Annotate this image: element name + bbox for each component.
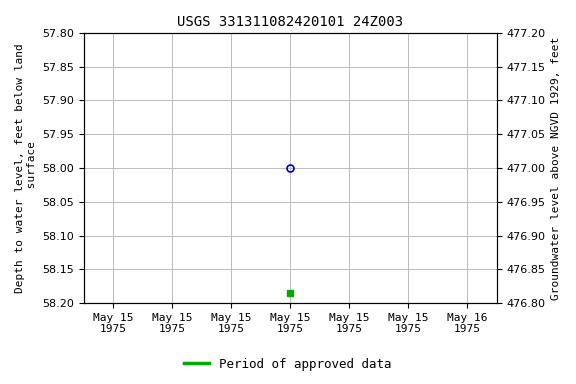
Legend: Period of approved data: Period of approved data <box>179 353 397 376</box>
Y-axis label: Groundwater level above NGVD 1929, feet: Groundwater level above NGVD 1929, feet <box>551 36 561 300</box>
Y-axis label: Depth to water level, feet below land
 surface: Depth to water level, feet below land su… <box>15 43 37 293</box>
Title: USGS 331311082420101 24Z003: USGS 331311082420101 24Z003 <box>177 15 403 29</box>
